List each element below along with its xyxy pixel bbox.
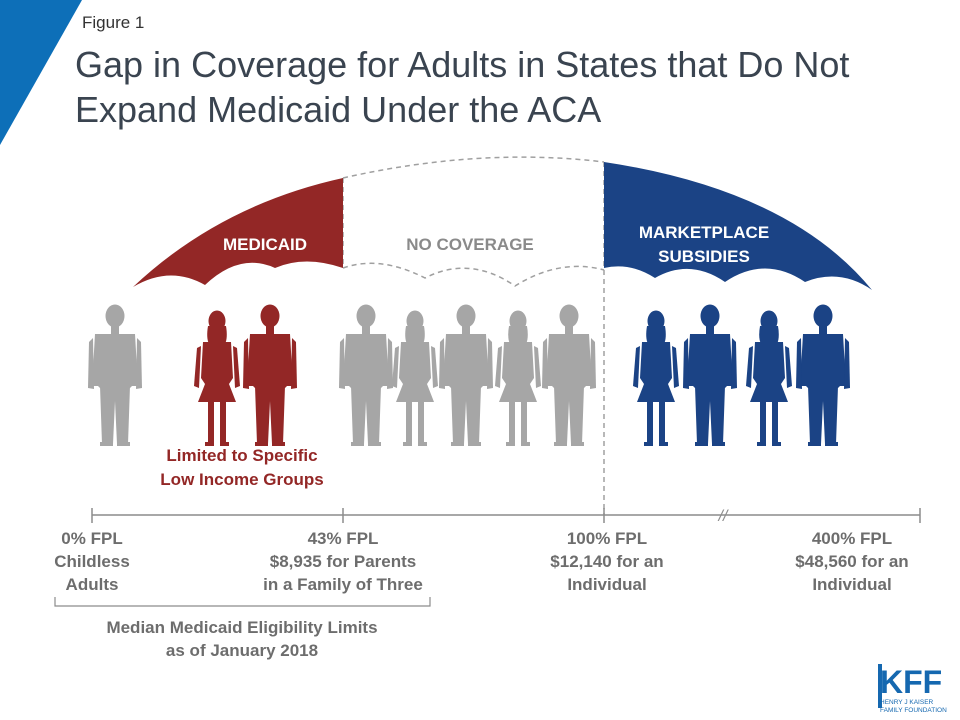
tick-100-line-3: Individual	[567, 575, 647, 594]
person-figure-7	[495, 310, 541, 446]
tick-0-line-2: Childless	[54, 552, 130, 571]
medicaid-limited-note: Limited to Specific Low Income Groups	[132, 444, 352, 492]
medicaid-umbrella	[133, 178, 343, 287]
tick-400-line-2: $48,560 for an	[795, 552, 909, 571]
figure-label: Figure 1	[82, 13, 145, 32]
kff-logo: KFF HENRY J KAISER FAMILY FOUNDATION	[878, 664, 947, 714]
people-row	[88, 304, 850, 446]
medicaid-note-line-1: Limited to Specific	[166, 446, 318, 465]
medicaid-note-line-2: Low Income Groups	[160, 470, 324, 489]
tick-43-line-2: $8,935 for Parents	[269, 552, 417, 571]
person-figure-9	[633, 310, 679, 446]
no-coverage-segment-label: NO COVERAGE	[406, 235, 534, 254]
bracket-caption: Median Medicaid Eligibility Limits as of…	[92, 616, 392, 662]
corner-accent	[0, 0, 82, 145]
person-figure-10	[683, 304, 737, 446]
tick-43-line-1: 43% FPL	[307, 529, 379, 548]
person-figure-2	[194, 310, 240, 446]
umbrella-top-outline	[342, 156, 605, 179]
person-figure-8	[542, 304, 596, 446]
tick-0-line-1: 0% FPL	[61, 529, 123, 548]
tick-400-line-3: Individual	[812, 575, 892, 594]
tick-label-400-fpl: 400% FPL $48,560 for an Individual	[752, 527, 952, 596]
tick-43-line-3: in a Family of Three	[263, 575, 423, 594]
marketplace-umbrella	[604, 162, 872, 290]
kff-logo-subtext-2: FAMILY FOUNDATION	[880, 707, 947, 714]
medicaid-segment-label: MEDICAID	[222, 235, 308, 254]
title-line-2: Expand Medicaid Under the ACA	[75, 89, 602, 130]
person-figure-4	[339, 304, 393, 446]
person-figure-1	[88, 304, 142, 446]
kff-logo-text: KFF	[880, 664, 942, 700]
title-line-1: Gap in Coverage for Adults in States tha…	[75, 44, 850, 85]
tick-label-43-fpl: 43% FPL $8,935 for Parents in a Family o…	[243, 527, 443, 596]
person-figure-6	[439, 304, 493, 446]
marketplace-segment-label: MARKETPLACE SUBSIDIES	[614, 221, 794, 269]
person-figure-5	[392, 310, 438, 446]
bracket-caption-line-2: as of January 2018	[165, 641, 319, 660]
eligibility-bracket	[54, 597, 431, 607]
person-figure-11	[746, 310, 792, 446]
page-title: Gap in Coverage for Adults in States tha…	[75, 42, 935, 132]
marketplace-label-line-1: MARKETPLACE	[638, 223, 770, 242]
tick-label-100-fpl: 100% FPL $12,140 for an Individual	[507, 527, 707, 596]
bracket-caption-line-1: Median Medicaid Eligibility Limits	[106, 618, 378, 637]
tick-100-line-1: 100% FPL	[566, 529, 648, 548]
tick-400-line-1: 400% FPL	[811, 529, 893, 548]
umbrella-scallop-outline	[342, 262, 605, 287]
tick-0-line-3: Adults	[65, 575, 119, 594]
person-figure-3	[243, 304, 297, 446]
tick-100-line-2: $12,140 for an	[550, 552, 664, 571]
tick-label-0-fpl: 0% FPL Childless Adults	[0, 527, 192, 596]
person-figure-12	[796, 304, 850, 446]
marketplace-label-line-2: SUBSIDIES	[658, 247, 750, 266]
kff-logo-subtext-1: HENRY J KAISER	[880, 699, 934, 706]
axis-break-marker: //	[718, 508, 729, 525]
